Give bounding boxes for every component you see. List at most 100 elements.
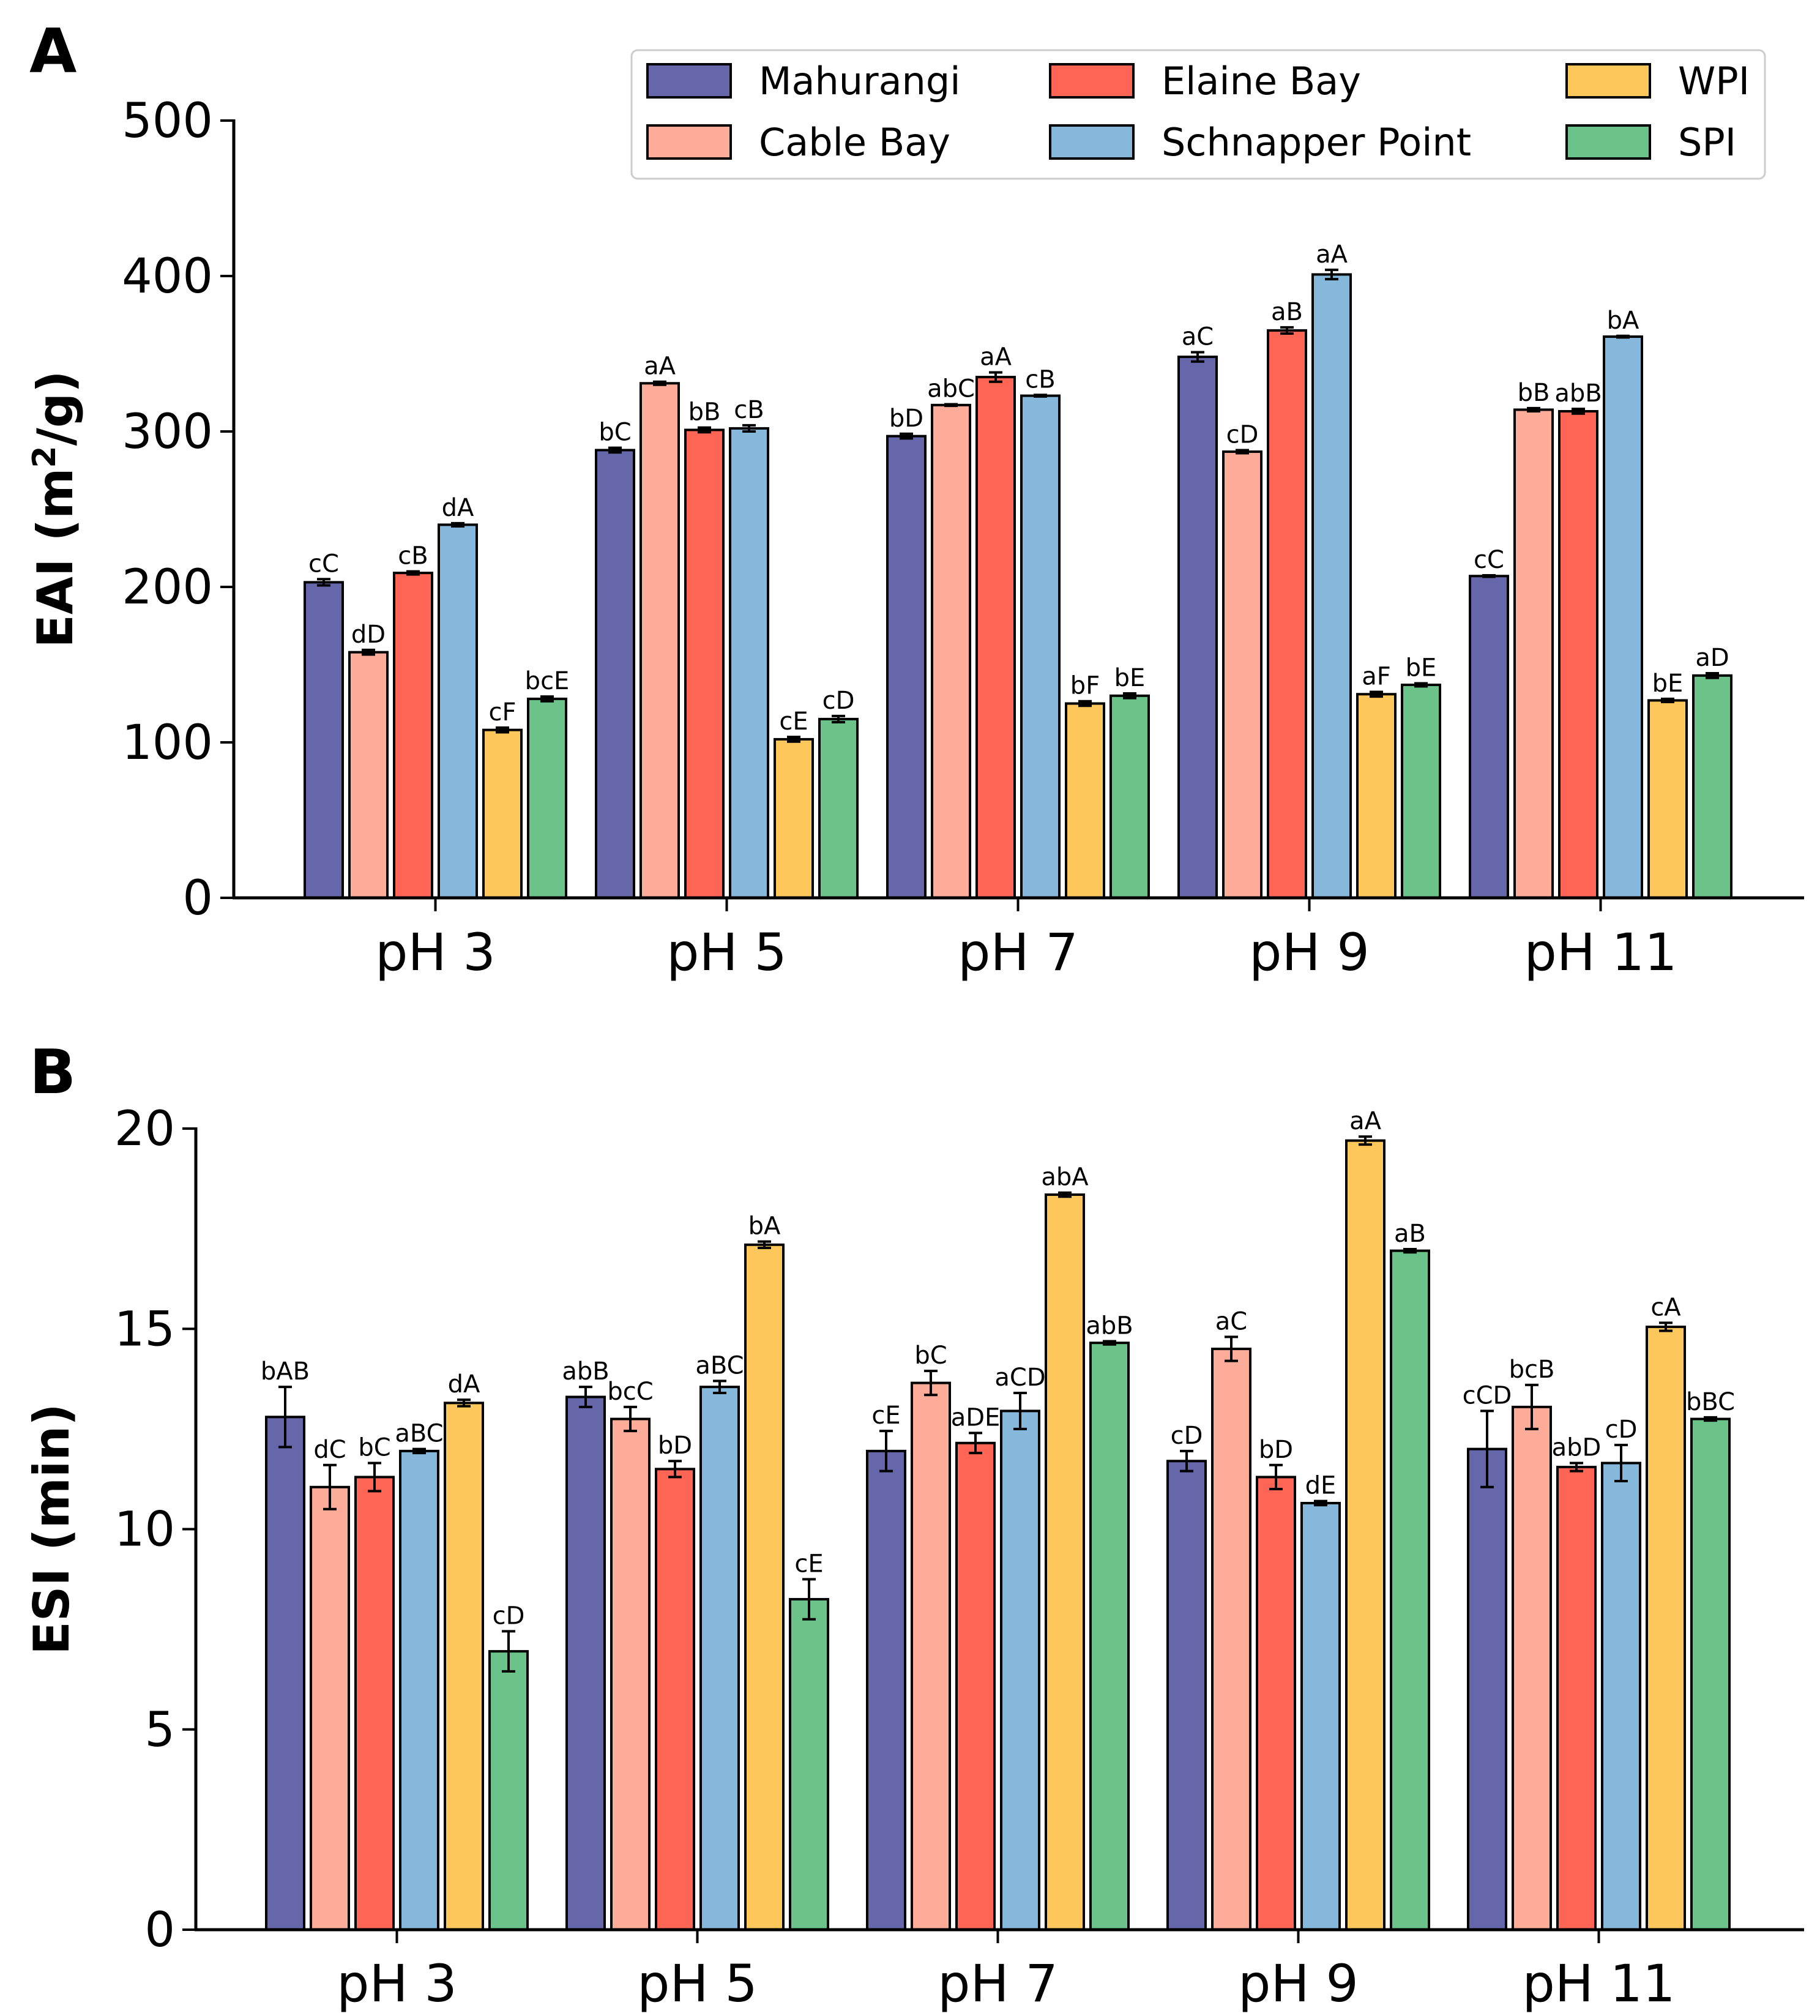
bar-elaine-bay-ph-9 xyxy=(1267,329,1307,899)
bar-spi-ph-5 xyxy=(818,717,859,900)
bar-cable-bay-ph-5 xyxy=(610,1417,651,1931)
significance-label: aB xyxy=(1271,298,1303,326)
significance-label: abC xyxy=(927,375,975,403)
significance-label: aB xyxy=(1394,1220,1426,1248)
significance-label: abB xyxy=(562,1357,609,1386)
y-axis-label: EAI (m2/g) xyxy=(26,370,84,648)
legend-label-spi: SPI xyxy=(1678,120,1736,165)
bar-cable-bay-ph-3 xyxy=(310,1485,350,1932)
bar-spi-ph-7 xyxy=(1110,694,1150,900)
legend-swatch-elaine-bay xyxy=(1049,63,1135,99)
bar-wpi-ph-3 xyxy=(444,1402,484,1931)
bar-schnapper-point-ph-9 xyxy=(1311,273,1352,899)
bar-spi-ph-11 xyxy=(1692,674,1732,900)
bar-cable-bay-ph-3 xyxy=(348,651,389,900)
significance-label: bA xyxy=(1607,307,1639,335)
x-tick-label: pH 3 xyxy=(337,1954,457,2014)
significance-label: bC xyxy=(599,419,631,447)
significance-label: cE xyxy=(779,707,808,736)
bar-mahurangi-ph-5 xyxy=(595,449,635,899)
significance-label: bAB xyxy=(261,1357,310,1386)
panel-letter: B xyxy=(29,1036,76,1108)
x-tick-label: pH 7 xyxy=(958,922,1078,982)
significance-label: aBC xyxy=(695,1351,744,1379)
y-tick-label: 5 xyxy=(144,1703,175,1758)
legend-swatch-mahurangi xyxy=(646,63,732,99)
y-axis-label-part: EAI (m xyxy=(27,468,84,648)
legend-label-cable-bay: Cable Bay xyxy=(759,120,950,165)
bar-cable-bay-ph-5 xyxy=(640,382,680,899)
legend-swatch-spi xyxy=(1565,124,1651,160)
bar-wpi-ph-11 xyxy=(1647,699,1688,900)
bar-schnapper-point-ph-11 xyxy=(1603,335,1643,899)
significance-label: cE xyxy=(794,1550,823,1578)
legend-swatch-wpi xyxy=(1565,63,1651,99)
bar-elaine-bay-ph-7 xyxy=(975,376,1016,899)
significance-label: cD xyxy=(1605,1416,1638,1444)
bar-schnapper-point-ph-11 xyxy=(1601,1462,1641,1932)
legend-swatch-cable-bay xyxy=(646,124,732,160)
bar-spi-ph-9 xyxy=(1390,1249,1430,1931)
bar-cable-bay-ph-9 xyxy=(1211,1347,1251,1932)
significance-label: cD xyxy=(1171,1422,1203,1450)
legend-swatch-schnapper-point xyxy=(1049,124,1135,160)
bar-elaine-bay-ph-3 xyxy=(354,1476,395,1932)
bar-elaine-bay-ph-3 xyxy=(393,572,433,899)
significance-label: aDE xyxy=(951,1403,1001,1432)
panel-a-eai-chart: A EAI (m2/g) 0 100 200 300 400 500 cC dD cB dA cF bcE… xyxy=(26,15,1804,982)
bar-spi-ph-5 xyxy=(789,1598,829,1932)
y-tick-label: 20 xyxy=(114,1102,175,1157)
bar-spi-ph-11 xyxy=(1690,1417,1731,1931)
significance-label: cB xyxy=(1025,365,1055,394)
significance-label: bE xyxy=(1114,664,1146,692)
bar-schnapper-point-ph-5 xyxy=(729,427,769,899)
significance-label: bD xyxy=(658,1432,692,1460)
bar-mahurangi-ph-5 xyxy=(565,1395,606,1931)
bar-elaine-bay-ph-11 xyxy=(1558,409,1598,899)
significance-label: bE xyxy=(1406,654,1437,682)
bar-elaine-bay-ph-7 xyxy=(955,1441,996,1931)
significance-label: bE xyxy=(1652,670,1684,698)
significance-label: abB xyxy=(1554,379,1602,408)
bar-cable-bay-ph-7 xyxy=(931,403,971,899)
significance-label: cC xyxy=(1474,546,1504,574)
x-tick-label: pH 9 xyxy=(1238,1954,1359,2014)
significance-label: bcE xyxy=(525,667,570,695)
bar-mahurangi-ph-3 xyxy=(265,1416,305,1931)
significance-label: dA xyxy=(442,494,474,522)
significance-label: abD xyxy=(1552,1434,1602,1462)
bar-schnapper-point-ph-3 xyxy=(399,1449,439,1932)
significance-label: dD xyxy=(351,621,386,649)
x-tick-label: pH 11 xyxy=(1522,1954,1675,2014)
x-tick-label: pH 5 xyxy=(637,1954,758,2014)
significance-label: cB xyxy=(734,396,764,424)
bar-mahurangi-ph-3 xyxy=(304,581,344,899)
bar-elaine-bay-ph-5 xyxy=(655,1468,695,1931)
bar-cable-bay-ph-9 xyxy=(1222,450,1262,899)
x-tick-label: pH 11 xyxy=(1524,922,1677,982)
significance-label: cF xyxy=(489,698,517,726)
significance-label: dC xyxy=(313,1436,346,1464)
bar-schnapper-point-ph-5 xyxy=(699,1386,740,1932)
bar-mahurangi-ph-9 xyxy=(1177,356,1218,899)
significance-label: bB xyxy=(688,398,721,427)
x-tick-label: pH 5 xyxy=(666,922,787,982)
significance-label: aD xyxy=(1695,644,1729,672)
bar-mahurangi-ph-11 xyxy=(1469,575,1509,899)
significance-label: aA xyxy=(1316,241,1348,269)
significance-label: abB xyxy=(1086,1312,1133,1340)
bar-wpi-ph-9 xyxy=(1356,693,1397,899)
bar-spi-ph-3 xyxy=(488,1650,529,1932)
legend-label-schnapper-point: Schnapper Point xyxy=(1162,120,1471,165)
significance-label: aA xyxy=(644,353,676,381)
bar-mahurangi-ph-7 xyxy=(866,1449,906,1932)
bar-wpi-ph-5 xyxy=(774,737,814,900)
x-tick-label: pH 9 xyxy=(1249,922,1370,982)
significance-label: aA xyxy=(1349,1107,1382,1135)
significance-label: abA xyxy=(1041,1163,1089,1192)
significance-label: cD xyxy=(822,687,855,715)
y-axis-label-part: ESI (min) xyxy=(23,1403,80,1655)
bar-spi-ph-3 xyxy=(527,697,567,899)
